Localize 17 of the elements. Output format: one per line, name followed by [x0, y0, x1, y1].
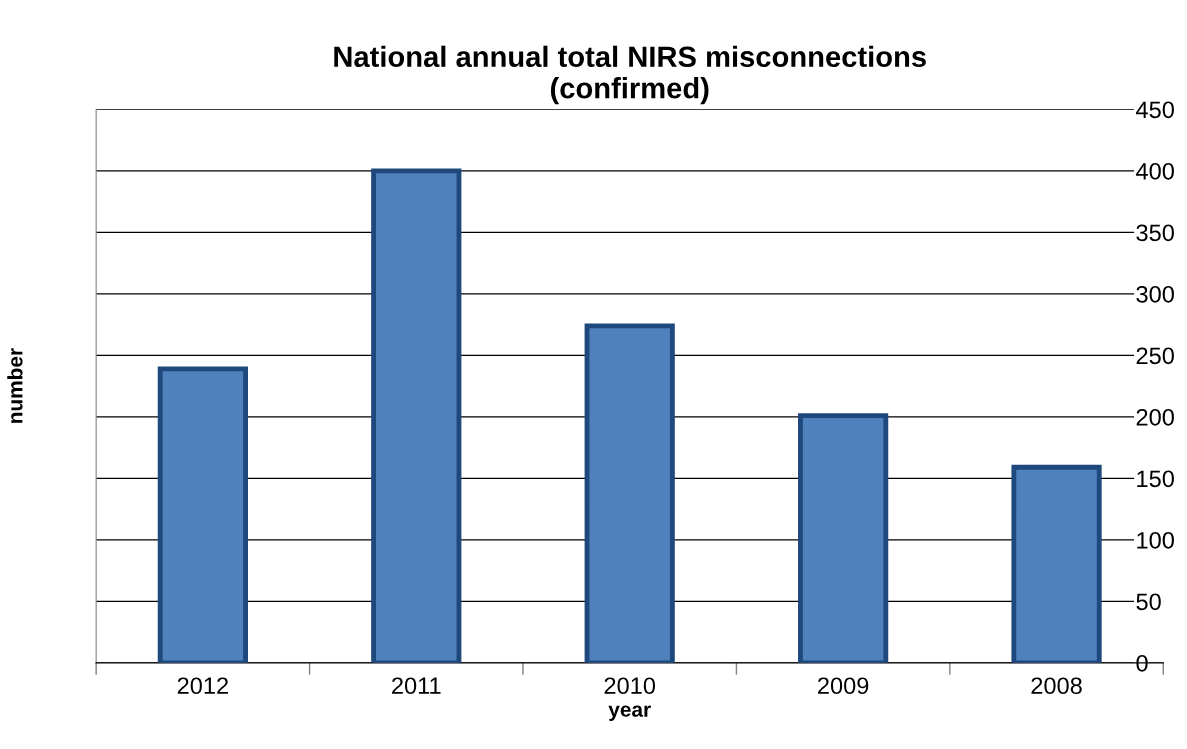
- y-tick-label: 250: [1136, 347, 1174, 365]
- y-tick-label: 150: [1137, 470, 1174, 488]
- x-tick-label: 2010: [604, 677, 656, 695]
- x-tick-label: 2012: [177, 677, 228, 695]
- y-tick-label: 400: [1136, 162, 1174, 180]
- x-tick-label: 2008: [1031, 677, 1082, 695]
- x-tick-label: 2009: [818, 677, 869, 695]
- chart-title: National annual total NIRS misconnections (confirmed): [334, 45, 926, 105]
- y-tick-label: 350: [1136, 224, 1174, 242]
- x-tick-label: 2011: [392, 677, 441, 695]
- y-tick-label: 200: [1136, 408, 1174, 426]
- x-axis-title: year: [608, 705, 651, 721]
- y-tick-label: 100: [1137, 531, 1174, 549]
- y-tick-label: 450: [1136, 101, 1174, 119]
- y-axis-title: number: [7, 348, 23, 423]
- y-tick-label: 50: [1136, 593, 1161, 611]
- y-tick-label: 300: [1136, 285, 1174, 303]
